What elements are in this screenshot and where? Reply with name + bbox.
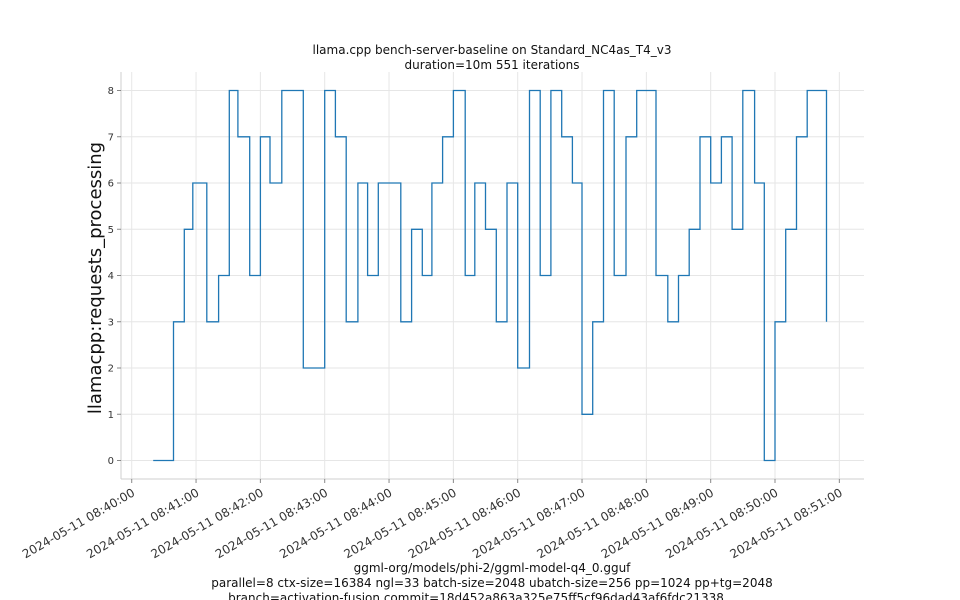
x-tick-label: 2024-05-11 08:47:00 (470, 485, 587, 561)
data-point (677, 274, 680, 277)
series-line (153, 89, 828, 462)
data-point (688, 228, 691, 231)
data-point (528, 89, 531, 92)
y-tick-label: 7 (108, 132, 114, 143)
data-point (377, 182, 380, 185)
data-point (356, 182, 359, 185)
data-point (784, 228, 787, 231)
data-point (410, 228, 413, 231)
chart-title-line-1: llama.cpp bench-server-baseline on Stand… (313, 43, 672, 57)
data-point (217, 274, 220, 277)
data-point (613, 274, 616, 277)
data-point (666, 320, 669, 323)
x-axis-label-line-1: ggml-org/models/phi-2/ggml-model-q4_0.gg… (354, 561, 632, 575)
data-point (191, 182, 194, 185)
x-tick-label: 2024-05-11 08:49:00 (599, 485, 716, 561)
data-point (484, 228, 487, 231)
data-point (452, 89, 455, 92)
data-point (655, 274, 658, 277)
data-point (560, 135, 563, 138)
y-tick-label: 6 (108, 179, 114, 190)
data-point (741, 89, 744, 92)
data-point (334, 135, 337, 138)
data-point (464, 274, 467, 277)
data-point (763, 459, 766, 462)
data-point (516, 367, 519, 370)
data-point (421, 274, 424, 277)
data-point (495, 320, 498, 323)
grid (121, 72, 864, 479)
data-point (825, 320, 828, 323)
data-point (259, 135, 262, 138)
data-point (302, 367, 305, 370)
y-tick-label: 5 (108, 225, 114, 236)
y-tick-label: 3 (108, 317, 114, 328)
x-tick-label: 2024-05-11 08:40:00 (20, 485, 137, 561)
x-tick-label: 2024-05-11 08:42:00 (149, 485, 266, 561)
x-tick-label: 2024-05-11 08:48:00 (534, 485, 651, 561)
y-tick-label: 1 (108, 410, 114, 421)
data-point (430, 182, 433, 185)
y-ticks: 0 1 2 3 4 5 6 7 8 (108, 86, 121, 467)
data-point (248, 274, 251, 277)
data-point (731, 228, 734, 231)
data-point (236, 135, 239, 138)
data-point (280, 89, 283, 92)
data-point (720, 135, 723, 138)
data-point (228, 89, 231, 92)
data-point (205, 320, 208, 323)
data-point (624, 135, 627, 138)
data-point (806, 89, 809, 92)
x-tick-label: 2024-05-11 08:51:00 (727, 485, 844, 561)
data-point (345, 320, 348, 323)
data-point (549, 89, 552, 92)
data-point (591, 320, 594, 323)
data-point (269, 182, 272, 185)
y-tick-label: 2 (108, 364, 114, 375)
chart-title-line-2: duration=10m 551 iterations (405, 58, 580, 72)
x-tick-label: 2024-05-11 08:45:00 (341, 485, 458, 561)
x-tick-label: 2024-05-11 08:50:00 (663, 485, 780, 561)
data-point (183, 228, 186, 231)
data-point (753, 182, 756, 185)
data-point (152, 459, 155, 462)
x-tick-label: 2024-05-11 08:41:00 (84, 485, 201, 561)
x-tick-label: 2024-05-11 08:44:00 (277, 485, 394, 561)
data-point (473, 182, 476, 185)
data-point (581, 413, 584, 416)
x-axis-label-line-3: branch=activation-fusion commit=18d452a8… (228, 591, 724, 600)
y-tick-label: 4 (108, 271, 114, 282)
y-tick-label: 8 (108, 86, 114, 97)
data-point (774, 320, 777, 323)
y-tick-label: 0 (108, 456, 114, 467)
data-point (399, 320, 402, 323)
data-point (505, 182, 508, 185)
data-point (635, 89, 638, 92)
x-tick-label: 2024-05-11 08:46:00 (406, 485, 523, 561)
data-point (709, 182, 712, 185)
data-point (172, 320, 175, 323)
data-point (539, 274, 542, 277)
series-group (152, 89, 828, 462)
data-point (441, 135, 444, 138)
y-axis-label: llamacpp:requests_processing (85, 142, 106, 414)
x-axis-label-line-2: parallel=8 ctx-size=16384 ngl=33 batch-s… (211, 576, 772, 590)
data-point (366, 274, 369, 277)
data-point (571, 182, 574, 185)
data-point (698, 135, 701, 138)
data-point (795, 135, 798, 138)
data-point (323, 89, 326, 92)
x-tick-label: 2024-05-11 08:43:00 (213, 485, 330, 561)
data-point (602, 89, 605, 92)
